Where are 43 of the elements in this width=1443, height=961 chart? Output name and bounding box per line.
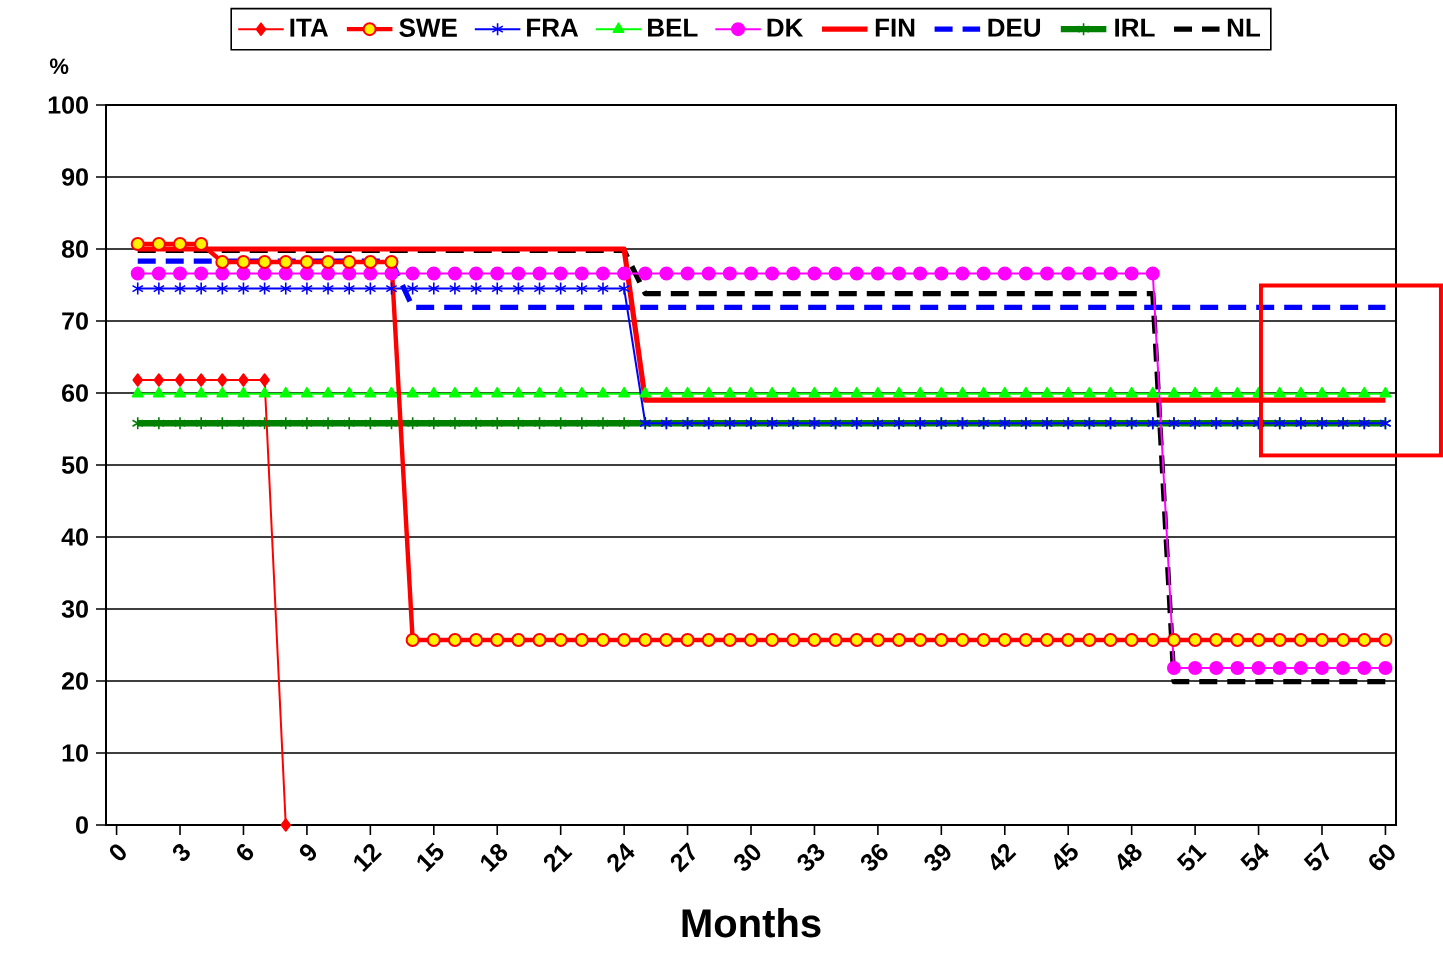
legend-label: FIN <box>875 18 915 37</box>
x-tick-label: 57 <box>1303 842 1330 871</box>
x-tick-label: 30 <box>734 844 761 871</box>
x-axis-title: Months <box>682 908 821 938</box>
x-tick-label: 24 <box>607 843 635 873</box>
x-tick-label: 51 <box>1176 844 1207 871</box>
y-tick-label: 90 <box>62 168 88 186</box>
x-tick-label: 42 <box>990 844 1017 871</box>
y-tick-label: 50 <box>61 456 88 474</box>
y-tick-label: 70 <box>62 312 88 330</box>
x-tick-label: 33 <box>797 844 825 871</box>
legend-label: IRL <box>1115 18 1155 37</box>
x-tick-label: 9 <box>299 844 317 861</box>
x-tick-label: 0 <box>109 844 126 861</box>
legend-label: DK <box>767 18 804 37</box>
x-tick-label: 15 <box>417 842 444 872</box>
x-tick-label: 3 <box>172 844 190 861</box>
legend-label: ITA <box>290 18 329 37</box>
x-tick-label: 36 <box>861 844 888 871</box>
x-tick-label: 21 <box>543 844 573 873</box>
y-tick-label: 60 <box>62 384 88 402</box>
x-tick-label: 60 <box>1369 844 1395 871</box>
legend-label: BEL <box>648 18 698 37</box>
x-tick-label: 6 <box>237 844 254 861</box>
x-tick-label: 12 <box>354 844 382 873</box>
x-tick-label: 45 <box>1054 842 1078 871</box>
y-tick-label: 20 <box>62 672 88 690</box>
legend-label: DEU <box>988 18 1041 37</box>
y-axis-title: % <box>49 58 69 74</box>
y-tick-label: 30 <box>61 600 88 618</box>
y-tick-label: 40 <box>61 528 88 546</box>
y-tick-label: 100 <box>48 96 88 114</box>
y-tick-label: 0 <box>76 816 88 834</box>
legend-label: FRA <box>527 18 579 37</box>
x-tick-label: 39 <box>924 844 951 871</box>
x-tick-label: 54 <box>1240 842 1269 871</box>
y-tick-label: 80 <box>61 240 88 258</box>
x-tick-label: 48 <box>1117 843 1142 871</box>
x-tick-label: 27 <box>670 842 696 873</box>
y-tick-label: 10 <box>62 744 88 762</box>
x-tick-label: 18 <box>480 843 508 873</box>
legend-label: SWE <box>399 18 457 37</box>
legend-label: NL <box>1227 18 1260 37</box>
